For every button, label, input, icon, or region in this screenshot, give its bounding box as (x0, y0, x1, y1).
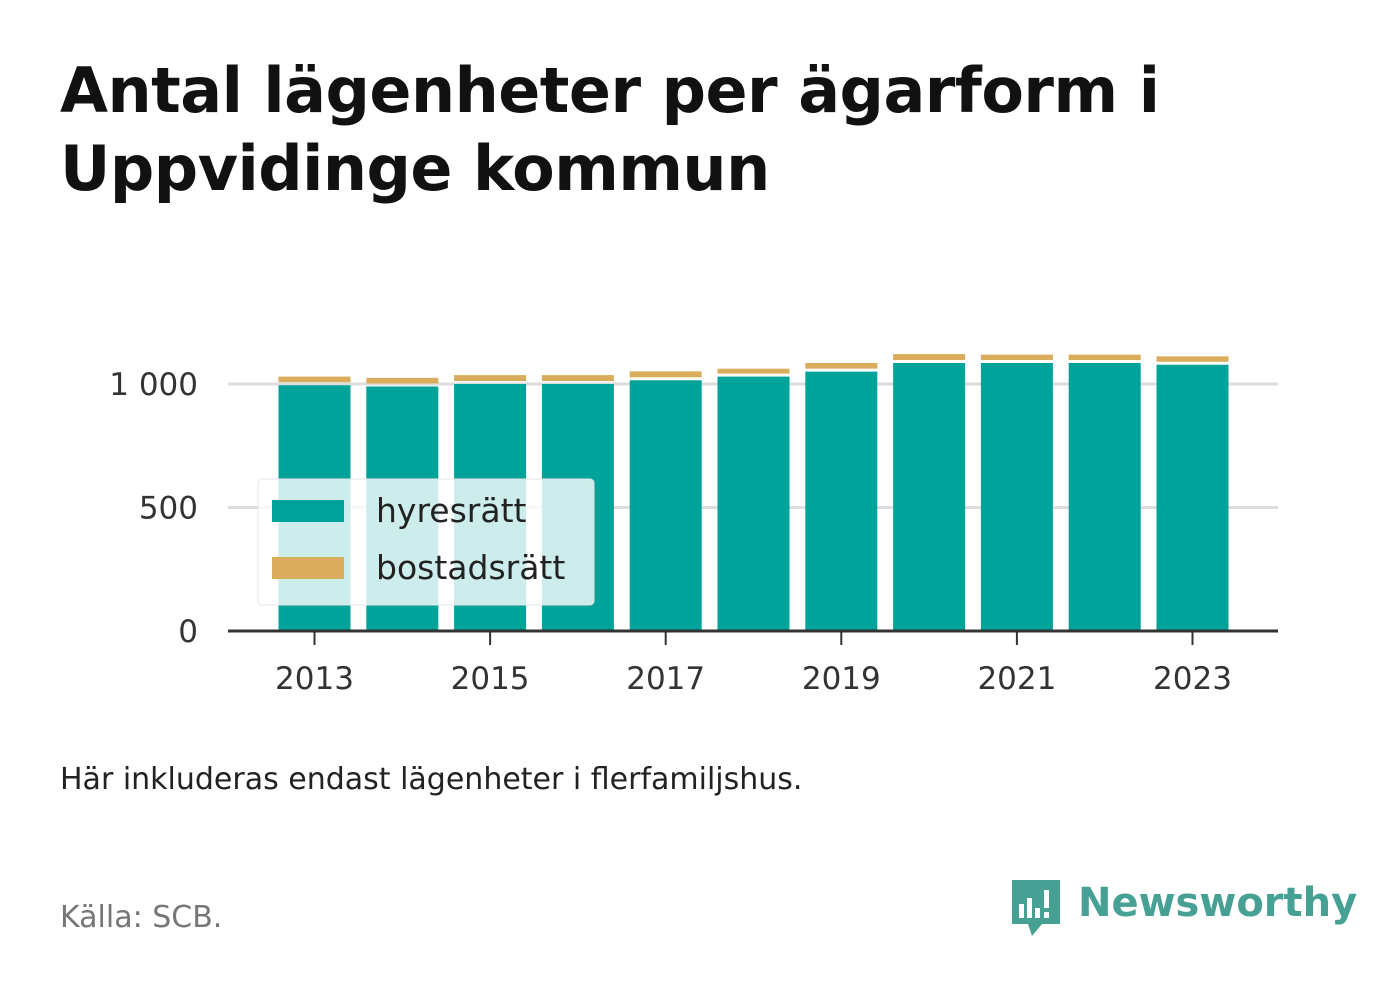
legend-label: bostadsrätt (376, 548, 565, 587)
bar-hyresratt-2018 (717, 376, 790, 631)
x-tick-label: 2015 (451, 661, 530, 697)
bar-bostadsratt-2018 (717, 368, 790, 374)
bar-bostadsratt-2015 (454, 375, 527, 381)
x-tick-label: 2013 (275, 661, 354, 697)
bar-hyresratt-2022 (1068, 363, 1141, 631)
bar-bostadsratt-2021 (980, 354, 1053, 361)
bar-bostadsratt-2019 (805, 363, 878, 369)
bar-hyresratt-2017 (629, 380, 702, 631)
x-tick-label: 2023 (1153, 661, 1232, 697)
newsworthy-logo-icon (1012, 880, 1060, 936)
x-tick-label: 2019 (802, 661, 881, 697)
bar-bostadsratt-2014 (366, 377, 439, 384)
source-text: Källa: SCB. (60, 900, 223, 935)
y-tick-label: 500 (139, 491, 198, 527)
brand-name: Newsworthy (1078, 880, 1358, 926)
bar-bostadsratt-2022 (1068, 354, 1141, 361)
bar-hyresratt-2021 (980, 363, 1053, 631)
y-tick-label: 1 000 (109, 367, 198, 403)
legend: hyresrätt bostadsrätt (257, 478, 595, 606)
axes: 0 500 1 000 2013 2015 2017 2019 2021 2023 (109, 367, 1278, 697)
legend-swatch (272, 557, 344, 579)
legend-label: hyresrätt (376, 491, 527, 530)
bar-bostadsratt-2016 (541, 375, 614, 381)
x-tick-label: 2021 (977, 661, 1056, 697)
bar-hyresratt-2020 (893, 363, 966, 631)
bar-hyresratt-2023 (1156, 364, 1229, 631)
chart-note: Här inkluderas endast lägenheter i flerf… (60, 762, 803, 797)
chart-title: Antal lägenheter per ägarform i Uppvidin… (60, 54, 1160, 205)
y-tick-label: 0 (178, 614, 198, 650)
bar-bostadsratt-2017 (629, 371, 702, 378)
bar-hyresratt-2019 (805, 371, 878, 631)
x-tick-label: 2017 (626, 661, 705, 697)
brand-logo: Newsworthy (1010, 878, 1357, 948)
legend-swatch (272, 500, 344, 522)
bar-bostadsratt-2013 (278, 376, 351, 383)
bar-bostadsratt-2020 (893, 354, 966, 361)
bar-bostadsratt-2023 (1156, 356, 1229, 362)
